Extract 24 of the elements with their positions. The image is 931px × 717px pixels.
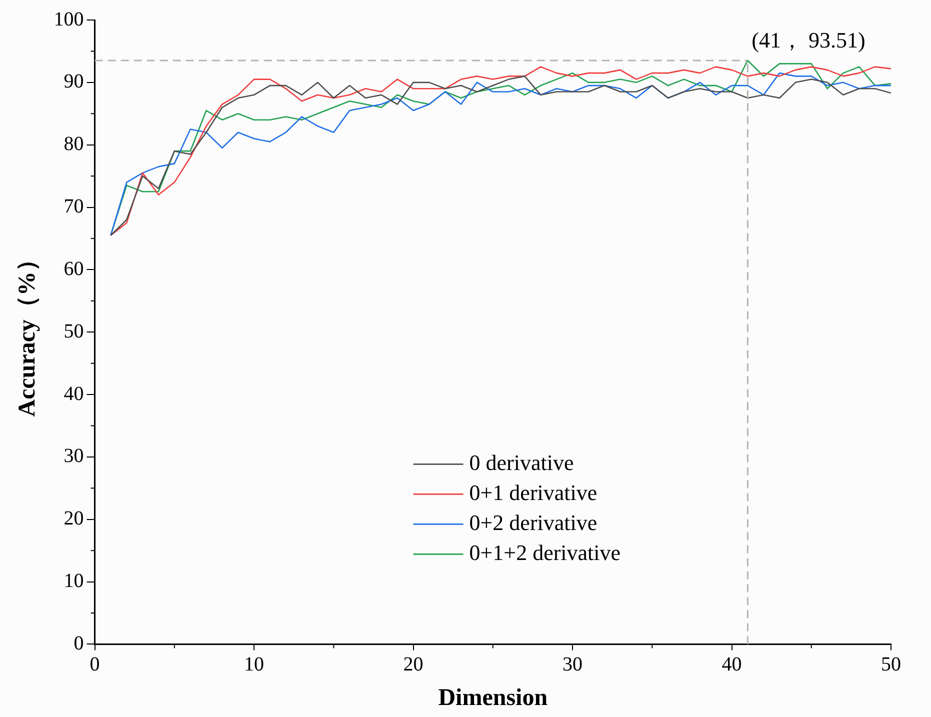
y-tick-label: 20: [64, 508, 84, 530]
annotation: (41， 93.51): [752, 27, 866, 52]
y-tick-label: 70: [64, 196, 84, 218]
y-tick-label: 30: [64, 445, 84, 468]
y-tick-label: 80: [64, 133, 84, 156]
y-tick-label: 90: [64, 70, 84, 93]
y-tick-label: 50: [64, 320, 84, 342]
y-tick-label: 40: [64, 382, 84, 405]
y-tick-label: 0: [74, 632, 84, 654]
x-tick-label: 0: [90, 653, 100, 676]
x-tick-label: 30: [562, 653, 583, 676]
x-tick-label: 20: [403, 653, 424, 676]
x-axis-title: Dimension: [438, 684, 548, 711]
legend-label: 0+1 derivative: [469, 480, 598, 505]
x-tick-label: 10: [244, 653, 264, 676]
x-tick-label: 40: [722, 653, 742, 676]
y-tick-label: 60: [64, 258, 84, 280]
y-tick-label: 10: [64, 570, 84, 592]
legend-label: 0 derivative: [469, 450, 574, 475]
legend-label: 0+1+2 derivative: [469, 540, 621, 565]
y-axis-title: Accuracy（%）: [14, 247, 41, 417]
x-tick-label: 50: [881, 653, 901, 676]
legend-label: 0+2 derivative: [469, 510, 598, 535]
y-tick-label: 100: [54, 8, 84, 30]
